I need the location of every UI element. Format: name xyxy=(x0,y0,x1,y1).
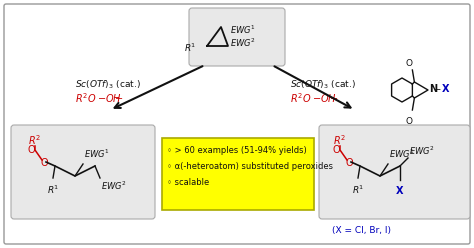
Text: –: – xyxy=(436,84,441,94)
Text: $-O-$: $-O-$ xyxy=(312,92,339,104)
Text: O: O xyxy=(40,158,48,168)
Text: $R^2O$: $R^2O$ xyxy=(75,91,97,105)
Text: $EWG^2$: $EWG^2$ xyxy=(230,37,256,49)
FancyBboxPatch shape xyxy=(4,4,470,244)
Text: $Sc(OTf)_3$ (cat.): $Sc(OTf)_3$ (cat.) xyxy=(75,79,141,91)
Text: ◦ α(-heteroatom) substituted peroxides: ◦ α(-heteroatom) substituted peroxides xyxy=(167,162,333,171)
Text: $EWG^1$: $EWG^1$ xyxy=(230,24,256,36)
FancyBboxPatch shape xyxy=(319,125,470,219)
Text: $R^1$: $R^1$ xyxy=(47,184,59,196)
Text: $R^2O$: $R^2O$ xyxy=(290,91,311,105)
Text: $R^1$: $R^1$ xyxy=(183,42,196,54)
Text: $EWG^2$: $EWG^2$ xyxy=(101,180,127,192)
Text: O: O xyxy=(406,59,413,68)
Text: $R^1$: $R^1$ xyxy=(352,184,364,196)
Text: $EWG^1$: $EWG^1$ xyxy=(84,148,110,160)
Text: N: N xyxy=(429,84,437,94)
Text: O: O xyxy=(345,158,353,168)
FancyBboxPatch shape xyxy=(162,138,314,210)
Text: $H$: $H$ xyxy=(112,92,121,104)
Text: X: X xyxy=(442,84,449,94)
Text: O: O xyxy=(27,145,35,155)
Text: $R^2$: $R^2$ xyxy=(28,133,42,147)
Text: X: X xyxy=(396,186,404,196)
Text: $H$: $H$ xyxy=(327,92,336,104)
Text: $Sc(OTf)_3$ (cat.): $Sc(OTf)_3$ (cat.) xyxy=(290,79,356,91)
Text: O: O xyxy=(406,117,413,126)
Text: $R^2$: $R^2$ xyxy=(333,133,346,147)
Text: $-O-$: $-O-$ xyxy=(97,92,124,104)
FancyBboxPatch shape xyxy=(189,8,285,66)
Text: O: O xyxy=(332,145,340,155)
Text: (X = Cl, Br, I): (X = Cl, Br, I) xyxy=(332,226,391,235)
Text: $EWG^1$: $EWG^1$ xyxy=(389,148,415,160)
FancyBboxPatch shape xyxy=(11,125,155,219)
Text: ◦ > 60 examples (51-94% yields): ◦ > 60 examples (51-94% yields) xyxy=(167,146,307,155)
Text: ◦ scalable: ◦ scalable xyxy=(167,178,209,187)
Text: $EWG^2$: $EWG^2$ xyxy=(409,145,435,157)
